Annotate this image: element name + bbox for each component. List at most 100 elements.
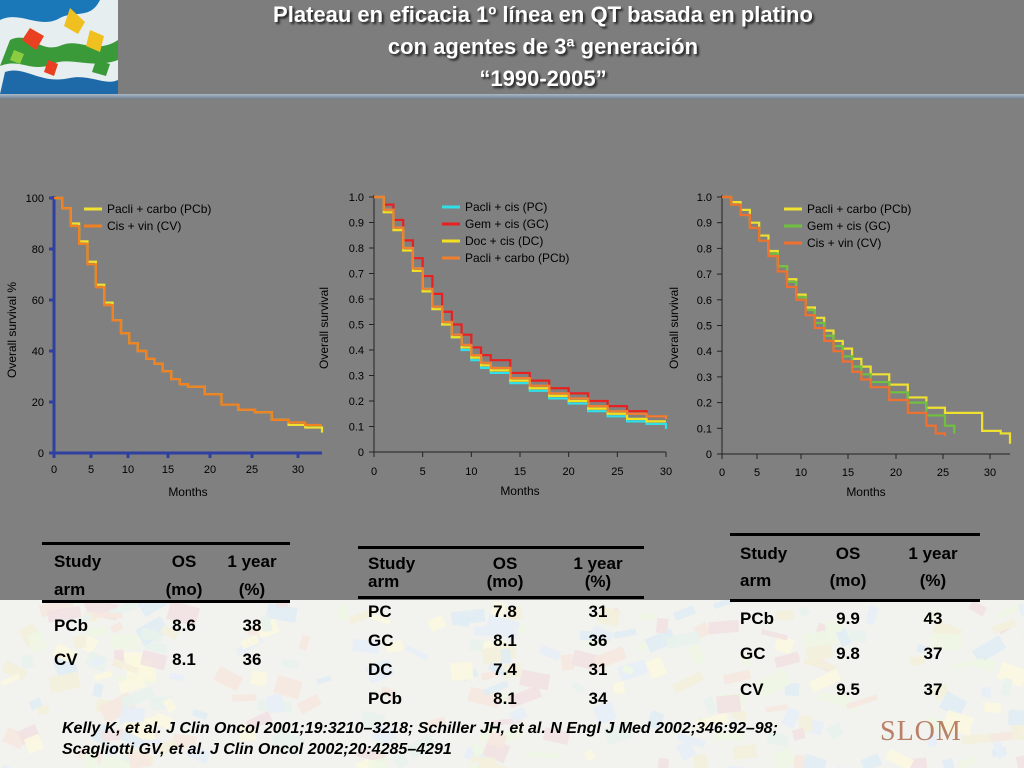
table-cell: 8.1 bbox=[172, 650, 196, 669]
mosaic-tile bbox=[249, 670, 268, 687]
x-tick-label: 10 bbox=[122, 464, 134, 476]
mosaic-tile bbox=[144, 640, 168, 654]
mosaic-tile bbox=[162, 697, 177, 713]
series-line-2 bbox=[374, 195, 666, 418]
mosaic-tile bbox=[245, 711, 273, 731]
table-cell: CV bbox=[740, 680, 764, 699]
legend-label: Pacli + carbo (PCb) bbox=[807, 202, 911, 216]
mosaic-tile bbox=[405, 645, 429, 661]
table-cell: 31 bbox=[588, 660, 608, 679]
mosaic-tile bbox=[715, 694, 742, 714]
study-table-1: Study arm OS (mo) 1 year (%) PCb 8.6 38 CV 8.1 36 bbox=[42, 542, 290, 682]
mosaic-tile bbox=[646, 710, 665, 730]
chart-1: 0 20 40 60 80 100 0 5 10 15 20 25 30 Months Overall su… bbox=[5, 193, 324, 499]
mosaic-tile bbox=[148, 629, 165, 644]
mosaic-tile bbox=[880, 733, 892, 741]
mosaic-tile bbox=[507, 685, 543, 709]
mosaic-tile bbox=[92, 683, 104, 698]
x-tick-label: 0 bbox=[719, 467, 725, 479]
mosaic-tile bbox=[23, 733, 45, 755]
mosaic-tile bbox=[270, 728, 306, 757]
legend-label: Cis + vin (CV) bbox=[807, 236, 881, 250]
x-tick-label: 20 bbox=[563, 466, 575, 478]
mosaic-tile bbox=[120, 686, 156, 709]
mosaic-tile bbox=[826, 721, 845, 740]
y-tick-label: 0.9 bbox=[697, 218, 712, 230]
x-tick-label: 25 bbox=[937, 467, 949, 479]
mosaic-tile bbox=[500, 724, 524, 744]
mosaic-tile bbox=[52, 643, 77, 664]
legend-label: Pacli + carbo (PCb) bbox=[107, 202, 211, 216]
y-tick-label: 0 bbox=[358, 447, 364, 459]
legend-label: Cis + vin (CV) bbox=[107, 219, 181, 233]
mosaic-tile bbox=[112, 658, 140, 675]
table-top-rule bbox=[730, 533, 980, 536]
chart-2: 0 0.1 0.2 0.3 0.4 0.5 0.6 0.7 0.8 0.9 1.0 0 5 10 15 20 2… bbox=[317, 192, 672, 498]
mosaic-tile bbox=[571, 649, 604, 672]
mosaic-tile bbox=[603, 721, 634, 745]
mosaic-tile bbox=[296, 693, 322, 715]
mosaic-tile bbox=[509, 706, 528, 724]
mosaic-tile bbox=[803, 658, 837, 672]
mosaic-tile bbox=[713, 600, 745, 609]
mosaic-tile bbox=[111, 634, 140, 649]
mosaic-tile bbox=[754, 668, 792, 699]
mosaic-tile bbox=[791, 727, 806, 741]
y-tick-label: 0.4 bbox=[349, 345, 364, 357]
mosaic-tile bbox=[1015, 752, 1024, 768]
mosaic-tile bbox=[676, 739, 697, 761]
series-line-1 bbox=[54, 196, 324, 433]
mosaic-tile bbox=[801, 628, 838, 649]
mosaic-tile bbox=[78, 613, 93, 624]
mosaic-tile bbox=[427, 614, 447, 633]
mosaic-tile bbox=[583, 749, 596, 762]
x-tick-label: 20 bbox=[204, 464, 216, 476]
table-header-rule bbox=[42, 600, 290, 603]
mosaic-tile bbox=[72, 635, 87, 650]
citation: Kelly K, et al. J Clin Oncol 2001;19:321… bbox=[62, 718, 992, 760]
mosaic-tile bbox=[591, 624, 614, 642]
series-line-1 bbox=[722, 195, 1012, 444]
table-cell: 37 bbox=[923, 680, 943, 699]
x-tick-label: 15 bbox=[842, 467, 854, 479]
mosaic-tile bbox=[1011, 724, 1024, 741]
y-tick-label: 0.5 bbox=[697, 321, 712, 333]
mosaic-tile bbox=[525, 752, 559, 759]
citation-line-2: Scagliotti GV, et al. J Clin Oncol 2002;… bbox=[62, 741, 452, 758]
mosaic-tile bbox=[732, 744, 758, 760]
mosaic-tile bbox=[542, 727, 571, 745]
y-tick-label: 0.6 bbox=[349, 294, 364, 306]
mosaic-tile bbox=[484, 613, 521, 641]
y-tick-label: 0.2 bbox=[697, 398, 712, 410]
mosaic-tile bbox=[771, 746, 798, 768]
mosaic-tile bbox=[942, 709, 975, 736]
mosaic-tile bbox=[884, 748, 914, 768]
x-tick-label: 25 bbox=[246, 464, 258, 476]
mosaic-tile bbox=[712, 731, 744, 741]
table-header-cell: Study bbox=[54, 552, 102, 571]
table-cell: 36 bbox=[242, 650, 262, 669]
mosaic-tile bbox=[921, 608, 942, 625]
mosaic-tile bbox=[337, 604, 349, 621]
mosaic-tile bbox=[1000, 677, 1013, 697]
mosaic-tile bbox=[482, 680, 509, 696]
x-tick-label: 0 bbox=[371, 466, 377, 478]
mosaic-tile bbox=[693, 753, 709, 768]
mosaic-tile bbox=[99, 754, 135, 768]
y-tick-label: 0.2 bbox=[349, 396, 364, 408]
y-tick-label: 0.6 bbox=[697, 295, 712, 307]
mosaic-tile bbox=[92, 612, 123, 619]
mosaic-tile bbox=[665, 631, 701, 649]
mosaic-tile bbox=[505, 606, 523, 621]
x-tick-label: 10 bbox=[465, 466, 477, 478]
y-tick-label: 60 bbox=[32, 295, 44, 307]
mosaic-tile bbox=[348, 608, 375, 625]
mosaic-tile bbox=[941, 757, 957, 768]
table-header-cell: (mo) bbox=[829, 571, 867, 590]
table-cell: 9.9 bbox=[836, 609, 860, 628]
slide-title-line-1: Plateau en eficacia 1º línea en QT basad… bbox=[273, 2, 813, 27]
x-tick-label: 15 bbox=[162, 464, 174, 476]
mosaic-tile bbox=[115, 674, 125, 682]
y-tick-label: 0.1 bbox=[697, 423, 712, 435]
mosaic-tile bbox=[800, 753, 828, 768]
